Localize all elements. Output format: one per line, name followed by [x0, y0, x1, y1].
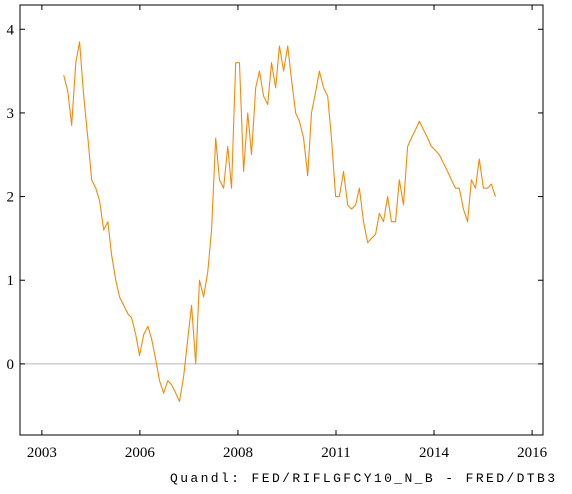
y-tick-label: 2	[7, 190, 15, 206]
x-tick-label: 2011	[321, 445, 350, 461]
line-series	[63, 41, 497, 403]
y-tick-label: 3	[7, 106, 15, 122]
x-tick-label: 2016	[517, 445, 548, 461]
plot-frame	[19, 4, 544, 436]
y-tick-label: 1	[7, 273, 15, 289]
x-tick-label: 2003	[27, 445, 57, 461]
y-tick-label: 0	[7, 357, 15, 373]
y-tick-label: 4	[7, 22, 15, 38]
caption: Quandl: FED/RIFLGFCY10_N_B - FRED/DTB3	[170, 471, 555, 486]
x-tick-label: 2006	[125, 445, 156, 461]
x-tick-label: 2014	[419, 445, 450, 461]
x-tick-label: 2008	[223, 445, 253, 461]
